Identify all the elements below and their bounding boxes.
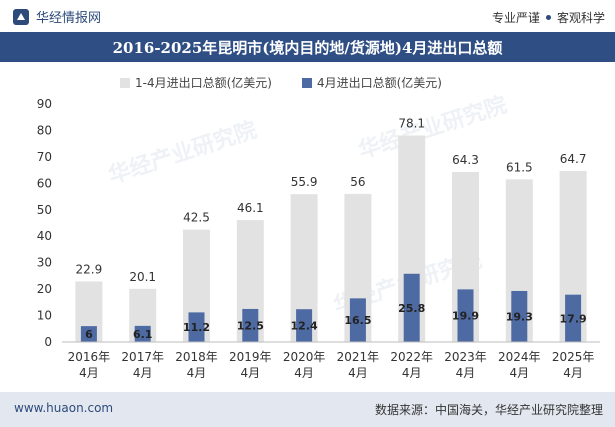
brand-logo[interactable]: 华经情报网 [12, 7, 101, 26]
data-label-april: 17.9 [560, 312, 587, 325]
slogan-right: 客观科学 [556, 11, 605, 25]
bar-april-total [565, 294, 582, 342]
legend-swatch-ytd [120, 77, 130, 88]
x-tick-label-month: 4月 [79, 366, 99, 380]
data-label-ytd: 20.1 [129, 270, 156, 284]
data-source: 数据来源：中国海关，华经产业研究院整理 [374, 403, 603, 417]
data-label-ytd: 42.5 [183, 211, 210, 225]
data-label-april: 12.4 [291, 320, 318, 333]
data-label-ytd: 61.5 [506, 160, 533, 174]
x-tick-label-month: 4月 [240, 366, 260, 380]
x-tick-label-year: 2024年 [498, 350, 541, 364]
bar-april-total [296, 309, 313, 342]
x-tick-label-month: 4月 [187, 366, 207, 380]
x-tick-label-year: 2017年 [121, 350, 164, 364]
x-tick-label-year: 2018年 [175, 350, 218, 364]
chart-legend: 1-4月进出口总额(亿美元) 4月进出口总额(亿美元) [120, 74, 472, 91]
y-tick-label: 70 [37, 150, 52, 164]
slogan-left: 专业严谨 [491, 11, 540, 25]
y-tick-label: 10 [37, 309, 52, 323]
data-label-ytd: 56 [350, 175, 365, 189]
footer: www.huaon.com 数据来源：中国海关，华经产业研究院整理 [0, 392, 615, 427]
legend-label-april: 4月进出口总额(亿美元) [316, 76, 442, 90]
y-tick-label: 20 [37, 282, 52, 296]
x-tick-label-year: 2016年 [68, 350, 111, 364]
bar-april-total [242, 308, 259, 342]
bar-april-total [403, 273, 420, 342]
data-label-ytd: 78.1 [398, 116, 425, 130]
slogan: 专业严谨 客观科学 [492, 9, 605, 26]
brand-name: 华经情报网 [36, 11, 102, 26]
y-tick-label: 90 [37, 97, 52, 111]
legend-swatch-april [301, 77, 312, 88]
data-label-ytd: 55.9 [291, 175, 318, 189]
bar-april-total [80, 326, 97, 342]
bar-april-total [188, 312, 205, 342]
legend-item-ytd: 1-4月进出口总额(亿美元) [120, 74, 272, 91]
data-label-ytd: 22.9 [76, 262, 103, 276]
x-tick-label-month: 4月 [133, 366, 153, 380]
y-tick-label: 50 [37, 203, 52, 217]
bar-chart: 0 10 20 30 40 50 60 70 80 90 22.9 6 2016年 4月 20.1 6.1 20… [37, 97, 600, 380]
y-tick-label: 0 [44, 335, 52, 349]
slogan-dot-icon [545, 15, 551, 20]
y-tick-label: 30 [37, 256, 52, 270]
data-label-april: 6.1 [133, 328, 153, 341]
data-label-april: 19.3 [506, 310, 533, 323]
data-label-april: 16.5 [344, 314, 371, 327]
data-label-april: 6 [85, 328, 93, 341]
bar-april-total [457, 289, 474, 342]
data-label-april: 11.2 [183, 321, 210, 334]
title-bar: 2016-2025年昆明市(境内目的地/货源地)4月进出口总额 [0, 32, 615, 62]
data-label-ytd: 64.3 [452, 153, 479, 167]
data-label-ytd: 46.1 [237, 201, 264, 215]
site-url[interactable]: www.huaon.com [14, 401, 114, 415]
x-tick-label-year: 2025年 [552, 350, 595, 364]
x-tick-label-year: 2021年 [337, 350, 380, 364]
x-tick-label-month: 4月 [294, 366, 314, 380]
x-tick-label-year: 2023年 [444, 350, 487, 364]
y-tick-label: 40 [37, 229, 52, 243]
x-tick-label-year: 2022年 [390, 350, 433, 364]
y-tick-label: 80 [37, 123, 52, 137]
x-tick-label-month: 4月 [509, 366, 529, 380]
x-tick-label-year: 2019年 [229, 350, 272, 364]
x-tick-label-month: 4月 [348, 366, 368, 380]
legend-label-ytd: 1-4月进出口总额(亿美元) [135, 76, 272, 90]
data-label-ytd: 64.7 [560, 152, 587, 166]
x-tick-label-month: 4月 [563, 366, 583, 380]
chart-title: 2016-2025年昆明市(境内目的地/货源地)4月进出口总额 [112, 38, 503, 57]
x-tick-label-month: 4月 [402, 366, 422, 380]
y-tick-label: 60 [37, 176, 52, 190]
top-bar: 华经情报网 专业严谨 客观科学 [0, 0, 615, 32]
data-label-april: 19.9 [452, 310, 479, 323]
bar-april-total [349, 298, 366, 342]
bar-april-total [134, 325, 151, 342]
data-label-april: 12.5 [237, 319, 264, 332]
legend-item-april: 4月进出口总额(亿美元) [301, 74, 442, 91]
bar-april-total [511, 290, 528, 342]
x-tick-label-month: 4月 [456, 366, 476, 380]
logo-icon [13, 8, 29, 25]
data-label-april: 25.8 [398, 302, 425, 315]
x-tick-label-year: 2020年 [283, 350, 326, 364]
